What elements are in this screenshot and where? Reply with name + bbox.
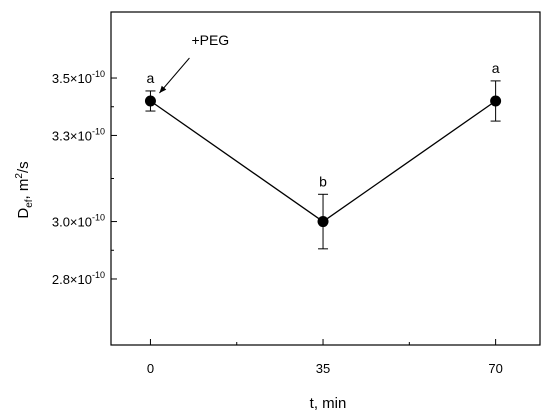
- y-tick-label: 3.5×10-10: [52, 69, 105, 86]
- data-point: [490, 95, 502, 107]
- y-tick-label: 3.0×10-10: [52, 213, 105, 230]
- plot-area: 2.8×10-10 3.0×10-10 3.3×10-10 3.5×10-10 0 35 7…: [52, 11, 541, 376]
- y-axis-title: Def, m2/s: [14, 161, 35, 218]
- x-tick-label: 70: [488, 361, 502, 376]
- x-tick-label: 0: [147, 361, 154, 376]
- significance-label: a: [492, 60, 500, 76]
- data-point: [144, 95, 156, 107]
- annotation-label: +PEG: [191, 32, 229, 48]
- x-axis-title: t, min: [310, 395, 347, 412]
- x-tick-label: 35: [316, 361, 330, 376]
- data-point: [317, 216, 329, 228]
- y-tick-label: 3.3×10-10: [52, 126, 105, 143]
- y-tick-label: 2.8×10-10: [52, 270, 105, 287]
- annotation-arrowhead: [159, 85, 167, 93]
- significance-label: a: [147, 70, 155, 86]
- annotation-arrow: [159, 57, 190, 94]
- significance-label: b: [319, 173, 327, 189]
